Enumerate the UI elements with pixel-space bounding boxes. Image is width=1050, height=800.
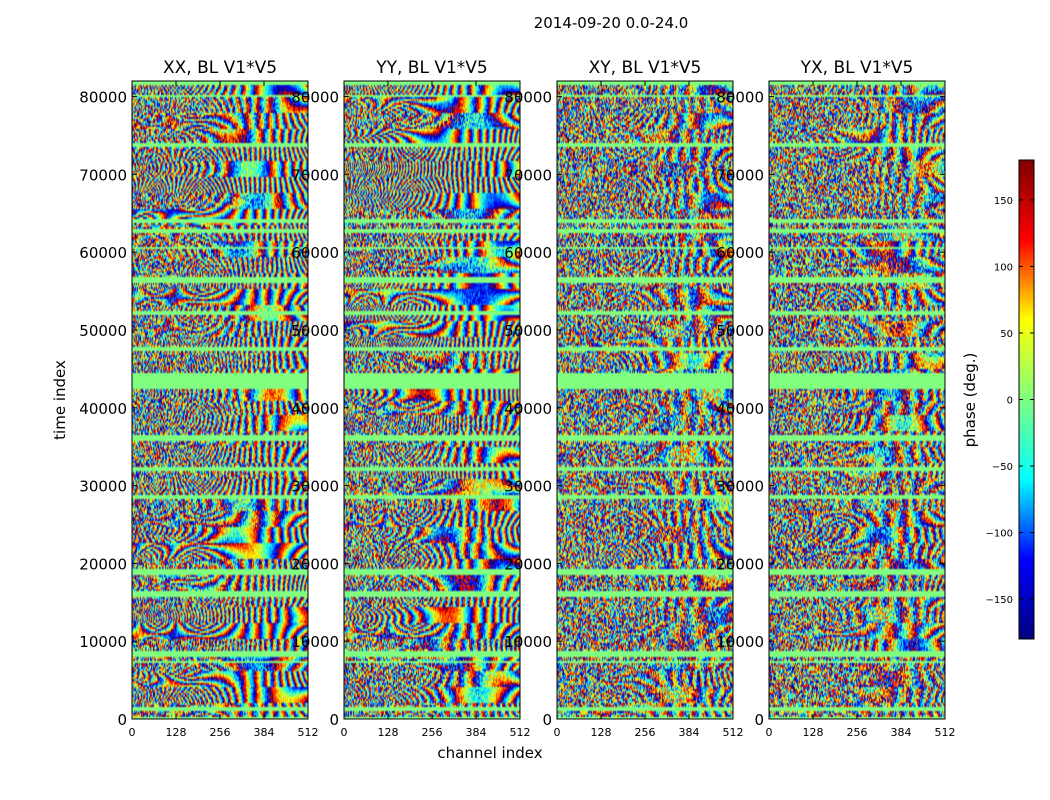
y-tick-label: 20000 [716,555,764,573]
x-tick-label: 0 [554,726,561,739]
phase-heatmap-yy [344,81,520,719]
panel-xx: XX, BL V1*V5 0 10000 20000 30000 40000 50000 60… [79,58,318,739]
colorbar: 150 100 50 0 −50 −100 −150 phase (deg.) [961,159,1035,640]
x-tick-label: 384 [254,726,275,739]
y-tick-label: 10000 [504,633,552,651]
x-tick-label: 512 [935,726,956,739]
y-tick-label: 0 [117,711,127,729]
y-tick-label: 60000 [716,244,764,262]
y-tick-label: 30000 [504,478,552,496]
colorbar-tick-label: 150 [994,196,1013,207]
y-tick-label: 30000 [79,478,127,496]
colorbar-tick-label: 100 [994,262,1013,273]
y-tick-label: 50000 [716,322,764,340]
colorbar-tick-label: −150 [986,595,1013,606]
y-tick-label: 70000 [716,166,764,184]
y-axis-label: time index [51,360,69,440]
y-tick-label: 40000 [504,400,552,418]
x-axis-label: channel index [437,744,542,762]
y-tick-label: 80000 [716,89,764,107]
y-tick-label: 70000 [291,166,339,184]
panels-group: XX, BL V1*V5 0 10000 20000 30000 40000 50000 60… [79,58,955,739]
y-tick-label: 0 [329,711,339,729]
y-tick-label: 10000 [291,633,339,651]
x-tick-label: 384 [891,726,912,739]
x-tick-label: 256 [210,726,231,739]
y-tick-label: 60000 [504,244,552,262]
y-tick-label: 80000 [504,89,552,107]
y-tick-label: 50000 [79,322,127,340]
panel-title: YX, BL V1*V5 [800,58,914,78]
y-tick-label: 0 [542,711,552,729]
phase-heatmap-yx [769,81,945,719]
y-tick-label: 50000 [504,322,552,340]
y-tick-label: 20000 [79,555,127,573]
figure-title: 2014-09-20 0.0-24.0 [534,14,689,32]
colorbar-tick-label: 50 [1000,329,1013,340]
y-tick-label: 80000 [79,89,127,107]
y-tick-label: 80000 [291,89,339,107]
y-tick-label: 30000 [716,478,764,496]
phase-heatmap-xy [557,81,733,719]
y-tick-label: 70000 [79,166,127,184]
x-tick-label: 512 [723,726,744,739]
y-tick-label: 10000 [79,633,127,651]
y-tick-label: 30000 [291,478,339,496]
x-tick-label: 0 [766,726,773,739]
x-tick-label: 0 [341,726,348,739]
x-tick-label: 512 [510,726,531,739]
x-tick-label: 384 [466,726,487,739]
phase-heatmap-xx [132,81,308,719]
y-tick-label: 60000 [79,244,127,262]
x-tick-label: 384 [679,726,700,739]
panel-yy: YY, BL V1*V5 0 10000 20000 30000 40000 50000 60… [291,58,530,739]
y-tick-label: 50000 [291,322,339,340]
colorbar-tick-label: 0 [1007,396,1013,407]
panel-yx: YX, BL V1*V5 0 10000 20000 30000 40000 50000 60… [716,58,955,739]
y-tick-label: 10000 [716,633,764,651]
colorbar-label: phase (deg.) [961,353,979,448]
y-tick-label: 60000 [291,244,339,262]
x-tick-label: 512 [298,726,319,739]
x-tick-label: 256 [635,726,656,739]
x-tick-label: 128 [803,726,824,739]
y-tick-label: 40000 [716,400,764,418]
x-tick-label: 256 [847,726,868,739]
colorbar-tick-label: −50 [992,462,1013,473]
y-tick-label: 0 [754,711,764,729]
x-tick-label: 128 [166,726,187,739]
x-tick-label: 0 [129,726,136,739]
x-tick-label: 128 [591,726,612,739]
y-tick-label: 20000 [291,555,339,573]
y-tick-label: 40000 [291,400,339,418]
y-tick-label: 40000 [79,400,127,418]
panel-xy: XY, BL V1*V5 0 10000 20000 30000 40000 50000 60… [504,58,743,739]
panel-title: XY, BL V1*V5 [589,58,702,78]
panel-title: YY, BL V1*V5 [375,58,488,78]
y-tick-label: 20000 [504,555,552,573]
x-tick-label: 128 [378,726,399,739]
panel-title: XX, BL V1*V5 [163,58,277,78]
y-tick-label: 70000 [504,166,552,184]
x-tick-label: 256 [422,726,443,739]
colorbar-tick-label: −100 [986,529,1013,540]
